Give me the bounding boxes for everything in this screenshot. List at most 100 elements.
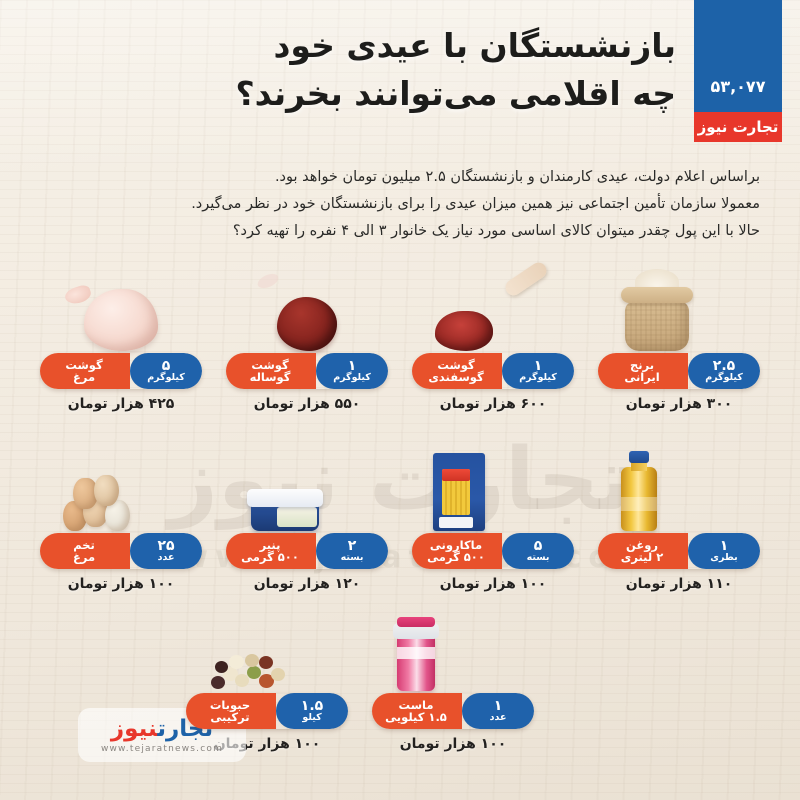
product-image xyxy=(619,269,739,351)
product-price: ۱۰۰ هزار تومان xyxy=(439,576,547,592)
product-image xyxy=(619,449,739,531)
product-pill: ۱ عدد ماست ۱.۵ کیلویی xyxy=(372,693,534,729)
product-name: ماکارونی ۵۰۰ گرمی xyxy=(412,533,502,569)
product-name: گوشت گوسفندی xyxy=(412,353,502,389)
product-name-line1: برنج xyxy=(629,357,655,372)
product-quantity: ۱ بطری xyxy=(688,533,760,569)
product-image xyxy=(247,449,367,531)
product-name-line1: گوشت xyxy=(65,357,103,372)
product-price: ۱۱۰ هزار تومان xyxy=(625,576,733,592)
product-image xyxy=(393,609,513,691)
product-name: برنج ایرانی xyxy=(598,353,688,389)
product-pill: ۱ کیلوگرم گوشت گوساله xyxy=(226,353,388,389)
product-price: ۶۰۰ هزار تومان xyxy=(439,396,547,412)
product-quantity: ۲۵ عدد xyxy=(130,533,202,569)
quantity-number: ۱ xyxy=(493,698,503,715)
quantity-unit: کیلو xyxy=(302,712,322,724)
product-name-line2: ۵۰۰ گرمی xyxy=(241,550,299,564)
product-card: ۲.۵ کیلوگرم برنج ایرانی ۳۰۰ هزار تومان xyxy=(586,262,772,412)
mixed-legumes-icon xyxy=(211,645,308,691)
product-name-line1: حبوبات xyxy=(209,697,251,712)
quantity-number: ۲.۵ xyxy=(712,358,736,375)
product-image xyxy=(433,259,553,351)
brand-chip: تجارت نیوز xyxy=(694,112,782,142)
product-name: گوشت مرغ xyxy=(40,353,130,389)
quantity-unit: بسته xyxy=(340,552,364,564)
product-image xyxy=(61,449,181,531)
product-quantity: ۲.۵ کیلوگرم xyxy=(688,353,760,389)
product-card: ۵ بسته ماکارونی ۵۰۰ گرمی ۱۰۰ هزار تومان xyxy=(400,440,586,592)
footer-logo-word-red: نیوز xyxy=(110,716,158,742)
rice-bag-icon xyxy=(621,269,717,351)
quantity-unit: عدد xyxy=(489,712,507,724)
quantity-number: ۲ xyxy=(347,538,357,555)
quantity-unit: عدد xyxy=(157,552,175,564)
product-card: ۲ بسته پنیر ۵۰۰ گرمی ۱۲۰ هزار تومان xyxy=(214,440,400,592)
product-image xyxy=(247,269,367,351)
quantity-number: ۱ xyxy=(533,358,543,375)
quantity-unit: کیلوگرم xyxy=(519,372,557,384)
product-card: ۱ بطری روغن ۲ لیتری ۱۱۰ هزار تومان xyxy=(586,440,772,592)
quantity-number: ۵ xyxy=(533,538,543,555)
product-pill: ۲.۵ کیلوگرم برنج ایرانی xyxy=(598,353,760,389)
product-card: ۱ کیلوگرم گوشت گوسفندی ۶۰۰ هزار تومان xyxy=(400,259,586,412)
product-name: پنیر ۵۰۰ گرمی xyxy=(226,533,316,569)
product-name-line2: ۱.۵ کیلویی xyxy=(385,710,447,724)
product-row-3: ۱ عدد ماست ۱.۵ کیلویی ۱۰۰ هزار تومان ۱. xyxy=(174,600,634,752)
brand-chip-label: تجارت نیوز xyxy=(697,118,779,136)
product-name-line2: ایرانی xyxy=(624,370,660,384)
product-pill: ۵ کیلوگرم گوشت مرغ xyxy=(40,353,202,389)
product-card: ۲۵ عدد تخم مرغ ۱۰۰ هزار تومان xyxy=(28,440,214,592)
intro-line-3: حالا با این پول چقدر میتوان کالای اساسی … xyxy=(232,222,760,239)
product-pill: ۲۵ عدد تخم مرغ xyxy=(40,533,202,569)
product-image xyxy=(61,269,181,351)
page-title-line1: بازنشستگان با عیدی خود xyxy=(273,26,676,65)
product-quantity: ۱ کیلوگرم xyxy=(502,353,574,389)
beef-cut-icon xyxy=(277,297,337,351)
product-price: ۱۰۰ هزار تومان xyxy=(399,736,507,752)
product-image xyxy=(433,449,553,531)
product-quantity: ۵ کیلوگرم xyxy=(130,353,202,389)
intro-line-2: معمولا سازمان تأمین اجتماعی نیز همین میز… xyxy=(191,195,760,212)
product-pill: ۱ بطری روغن ۲ لیتری xyxy=(598,533,760,569)
eggs-icon xyxy=(63,473,161,531)
product-name-line1: گوشت xyxy=(251,357,289,372)
product-name-line2: ترکیبی xyxy=(210,710,250,724)
product-name-line1: پنیر xyxy=(259,537,281,552)
page-title-line2: چه اقلامی می‌توانند بخرند؟ xyxy=(235,73,677,113)
view-count: ۵۳,۰۷۷ xyxy=(710,77,766,96)
product-name-line1: روغن xyxy=(626,537,658,552)
quantity-unit: کیلوگرم xyxy=(705,372,743,384)
page-title: بازنشستگان با عیدی خود چه اقلامی می‌توان… xyxy=(116,22,677,118)
product-price: ۵۵۰ هزار تومان xyxy=(253,396,361,412)
product-card: ۱.۵ کیلو حبوبات ترکیبی ۱۰۰ هزار تومان xyxy=(174,600,360,752)
product-name-line1: تخم xyxy=(73,537,95,552)
product-name-line1: گوشت xyxy=(437,357,475,372)
quantity-unit: کیلوگرم xyxy=(147,372,185,384)
yogurt-container-icon xyxy=(393,615,476,691)
product-name: گوشت گوساله xyxy=(226,353,316,389)
product-name-line2: ۲ لیتری xyxy=(620,550,664,564)
lamb-leg-icon xyxy=(435,259,550,351)
intro-paragraph: براساس اعلام دولت، عیدی کارمندان و بازنش… xyxy=(36,164,760,244)
quantity-unit: بطری xyxy=(710,552,738,564)
product-price: ۳۰۰ هزار تومان xyxy=(625,396,733,412)
quantity-unit: بسته xyxy=(526,552,550,564)
product-row-2: ۱ بطری روغن ۲ لیتری ۱۱۰ هزار تومان ۵ بست… xyxy=(28,440,772,592)
product-price: ۱۲۰ هزار تومان xyxy=(253,576,361,592)
product-name: حبوبات ترکیبی xyxy=(186,693,276,729)
quantity-number: ۵ xyxy=(161,358,171,375)
quantity-number: ۱ xyxy=(719,538,729,555)
product-name: ماست ۱.۵ کیلویی xyxy=(372,693,462,729)
product-quantity: ۱ عدد xyxy=(462,693,534,729)
product-card: ۱ عدد ماست ۱.۵ کیلویی ۱۰۰ هزار تومان xyxy=(360,600,546,752)
intro-line-1: براساس اعلام دولت، عیدی کارمندان و بازنش… xyxy=(274,169,760,185)
quantity-number: ۲۵ xyxy=(157,538,175,555)
product-card: ۵ کیلوگرم گوشت مرغ ۴۲۵ هزار تومان xyxy=(28,262,214,412)
pasta-package-icon xyxy=(433,453,519,531)
product-name-line2: مرغ xyxy=(72,370,96,384)
product-name-line2: گوساله xyxy=(249,370,291,384)
product-quantity: ۲ بسته xyxy=(316,533,388,569)
footer-logo-url: www.tejaratnews.com xyxy=(100,744,224,754)
product-name-line2: گوسفندی xyxy=(428,370,484,384)
